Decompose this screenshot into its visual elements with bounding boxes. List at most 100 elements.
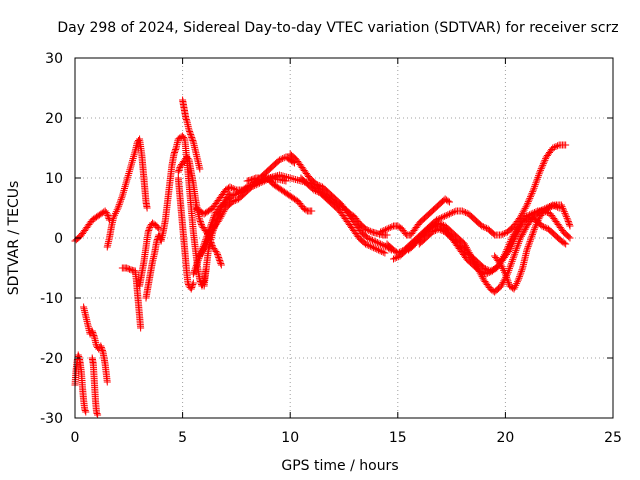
data-point-marker — [215, 211, 223, 219]
data-point-marker — [501, 268, 509, 276]
data-point-marker — [209, 228, 217, 236]
data-point-marker — [247, 183, 255, 191]
data-point-marker — [372, 238, 380, 246]
data-point-marker — [562, 240, 570, 248]
data-point-marker — [375, 239, 383, 247]
data-point-marker — [498, 263, 506, 271]
data-point-marker — [81, 405, 89, 413]
data-point-marker — [513, 245, 521, 253]
series-track-12 — [179, 96, 204, 173]
data-point-marker — [116, 197, 124, 205]
data-point-marker — [171, 149, 179, 156]
data-point-marker — [566, 222, 574, 230]
data-point-marker — [315, 182, 323, 189]
data-point-marker — [480, 264, 488, 272]
data-point-marker — [515, 274, 523, 282]
data-point-marker — [220, 199, 228, 207]
data-point-marker — [536, 168, 544, 176]
data-point-marker — [435, 225, 443, 233]
data-point-marker — [98, 347, 106, 354]
data-point-marker — [510, 252, 518, 260]
data-point-marker — [523, 246, 531, 254]
data-point-marker — [368, 243, 376, 251]
data-point-marker — [524, 243, 532, 251]
data-point-marker — [506, 246, 514, 254]
data-point-marker — [539, 161, 547, 169]
series-track-20 — [297, 174, 389, 257]
data-point-marker — [539, 160, 547, 168]
data-point-marker — [175, 165, 183, 173]
data-point-marker — [146, 224, 154, 231]
data-point-marker — [180, 134, 188, 141]
data-point-marker — [549, 144, 557, 152]
data-point-marker — [212, 248, 220, 255]
y-tick-label: 30 — [45, 51, 63, 67]
data-point-marker — [526, 194, 534, 202]
data-point-marker — [543, 205, 551, 213]
data-point-marker — [532, 220, 540, 228]
data-point-marker — [365, 227, 373, 234]
data-point-marker — [379, 248, 387, 256]
data-point-marker — [393, 254, 401, 261]
data-point-marker — [116, 199, 124, 207]
y-tick-label: -30 — [40, 411, 63, 427]
data-point-marker — [478, 222, 486, 230]
data-point-marker — [560, 239, 568, 247]
data-point-marker — [230, 197, 238, 205]
data-point-marker — [112, 208, 120, 216]
series-track-08 — [142, 231, 165, 302]
data-point-marker — [554, 142, 562, 150]
data-point-marker — [462, 209, 470, 216]
data-point-marker — [194, 256, 202, 264]
data-point-marker — [172, 146, 180, 153]
data-point-marker — [380, 227, 388, 234]
data-point-marker — [449, 209, 457, 216]
data-point-marker — [389, 255, 397, 263]
data-point-marker — [501, 270, 509, 278]
data-point-marker — [370, 244, 378, 252]
data-point-marker — [103, 210, 111, 218]
data-point-marker — [197, 221, 205, 228]
data-point-marker — [210, 225, 218, 233]
data-point-marker — [436, 226, 444, 234]
series-track-01 — [71, 207, 113, 245]
data-point-marker — [481, 265, 489, 273]
data-point-marker — [527, 214, 535, 222]
data-point-marker — [365, 235, 373, 243]
data-point-marker — [233, 190, 241, 198]
data-point-marker — [439, 213, 447, 221]
data-point-marker — [373, 239, 381, 246]
y-tick-label: 20 — [45, 111, 63, 127]
data-point-marker — [314, 181, 322, 189]
axes-frame — [74, 57, 614, 419]
data-point-marker — [528, 189, 536, 197]
series-track-04 — [80, 303, 111, 386]
data-point-marker — [482, 270, 490, 278]
data-point-marker — [192, 263, 200, 271]
y-tick-labels: -30 -20 -10 0 10 20 30 — [40, 51, 63, 427]
data-point-marker — [201, 242, 209, 250]
data-point-marker — [216, 207, 224, 215]
data-point-marker — [212, 219, 220, 227]
data-point-marker — [211, 223, 219, 231]
data-point-marker — [525, 239, 533, 247]
data-point-marker — [530, 227, 538, 235]
data-point-marker — [154, 224, 162, 231]
data-point-marker — [81, 407, 89, 414]
data-point-marker — [254, 180, 262, 188]
data-point-marker — [214, 252, 222, 260]
data-point-marker — [497, 231, 505, 239]
data-point-marker — [516, 271, 524, 279]
x-tick-label: 10 — [281, 430, 299, 446]
data-point-marker — [209, 226, 217, 234]
data-point-marker — [447, 209, 455, 217]
data-point-marker — [175, 167, 183, 174]
data-point-marker — [540, 223, 548, 231]
data-point-marker — [444, 211, 452, 219]
data-point-marker — [509, 254, 517, 262]
data-point-marker — [511, 250, 519, 258]
data-point-marker — [231, 185, 239, 193]
data-point-marker — [378, 248, 386, 255]
data-point-marker — [528, 215, 536, 222]
data-point-marker — [430, 227, 438, 235]
